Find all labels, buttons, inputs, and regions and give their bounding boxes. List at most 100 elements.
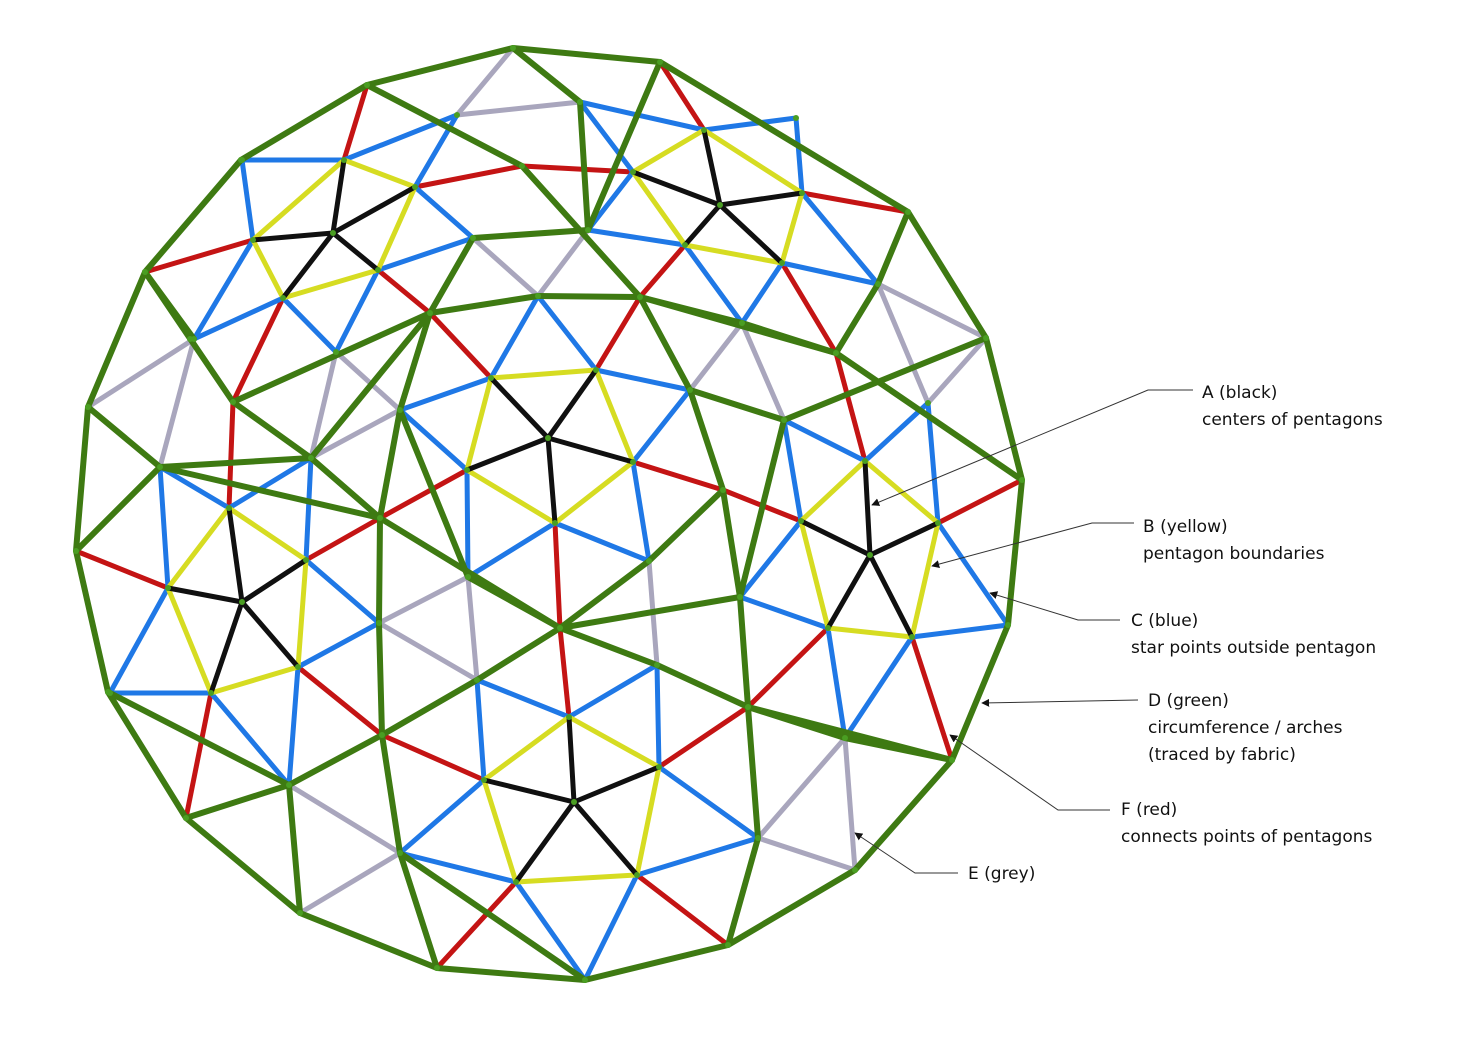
legend-title-e: E (grey) (968, 864, 1036, 884)
green-strut (107, 690, 292, 788)
hub-node (867, 552, 873, 558)
green-strut (286, 782, 303, 916)
hub-node (1019, 477, 1025, 483)
green-strut (157, 464, 383, 521)
green-strut (73, 404, 91, 554)
black-strut (701, 127, 723, 208)
hub-node (434, 965, 440, 971)
green-strut (737, 594, 751, 710)
red-strut (226, 399, 236, 511)
blue-strut (925, 400, 941, 526)
green-strut (474, 625, 563, 683)
yellow-strut (165, 585, 214, 696)
hub-node (949, 757, 955, 763)
blue-strut (397, 850, 519, 885)
yellow-strut (250, 157, 347, 243)
hub-node (142, 269, 148, 275)
black-strut (825, 552, 873, 631)
blue-strut (577, 99, 707, 133)
yellow-strut (481, 777, 519, 885)
hub-node (745, 704, 751, 710)
legend-title-c: C (blue) (1131, 611, 1199, 631)
hub-node (427, 310, 433, 316)
blue-strut (842, 634, 915, 741)
black-strut (545, 435, 636, 465)
legend-desc-a: centers of pentagons (1202, 410, 1383, 430)
green-strut (73, 548, 111, 695)
yellow-strut (634, 764, 662, 878)
green-strut (286, 732, 385, 788)
black-strut (488, 375, 551, 441)
red-strut (630, 459, 726, 493)
green-strut (646, 487, 726, 564)
leader-d (981, 698, 1139, 707)
yellow-strut (630, 127, 707, 175)
green-strut (376, 620, 385, 738)
hub-node (375, 267, 381, 273)
green-strut (725, 835, 761, 948)
blue-strut (303, 557, 382, 626)
green-strut (308, 310, 433, 461)
blue-strut (781, 417, 868, 464)
yellow-strut (341, 157, 418, 190)
green-strut (720, 487, 743, 600)
black-strut (566, 714, 577, 805)
green-strut (852, 757, 955, 873)
hub-node (226, 505, 232, 511)
blue-strut (585, 169, 636, 233)
hub-node (935, 520, 941, 526)
black-strut (208, 599, 245, 696)
yellow-strut (226, 505, 309, 563)
green-strut (142, 157, 244, 275)
green-strut (379, 677, 480, 738)
hub-node (465, 574, 471, 580)
red-strut (427, 310, 494, 381)
blue-strut (397, 777, 487, 856)
red-strut (637, 242, 688, 300)
green-strut (183, 782, 292, 821)
hub-node (230, 399, 236, 405)
leader-b (931, 522, 1134, 568)
green-strut (905, 209, 989, 341)
red-strut (303, 515, 383, 563)
blue-strut (375, 235, 476, 273)
black-strut (545, 367, 599, 441)
hub-node (519, 163, 525, 169)
hub-node (739, 320, 745, 326)
green-strut (85, 269, 148, 410)
legend-desc-f: connects points of pentagons (1121, 827, 1373, 847)
blue-strut (737, 518, 804, 600)
hub-node (308, 455, 314, 461)
yellow-strut (464, 375, 494, 473)
blue-strut (909, 622, 1011, 640)
yellow-strut (593, 367, 636, 465)
green-strut (637, 294, 693, 393)
grey-strut (85, 336, 197, 410)
blue-strut (630, 387, 693, 465)
hub-node (799, 190, 805, 196)
hub-node (397, 407, 403, 413)
green-strut (637, 294, 745, 326)
black-strut (330, 157, 347, 236)
legend-desc-d2: (traced by fabric) (1148, 745, 1296, 765)
black-strut (330, 184, 418, 236)
hub-node (295, 664, 301, 670)
hub-node (183, 815, 189, 821)
green-strut (238, 82, 370, 163)
yellow-strut (481, 714, 572, 783)
red-strut (377, 467, 470, 521)
green-strut (725, 867, 858, 948)
hub-node (286, 782, 292, 788)
blue-strut (825, 625, 848, 741)
leader-f (949, 734, 1110, 811)
hub-node (397, 850, 403, 856)
legend-label-c: C (blue) star points outside pentagon (1131, 608, 1376, 662)
black-strut (862, 458, 873, 558)
blue-strut (682, 242, 745, 326)
hub-node (377, 515, 383, 521)
hub-node (701, 127, 707, 133)
blue-strut (793, 115, 805, 196)
yellow-strut (779, 190, 805, 266)
grey-strut (755, 735, 848, 841)
hub-node (157, 464, 163, 470)
